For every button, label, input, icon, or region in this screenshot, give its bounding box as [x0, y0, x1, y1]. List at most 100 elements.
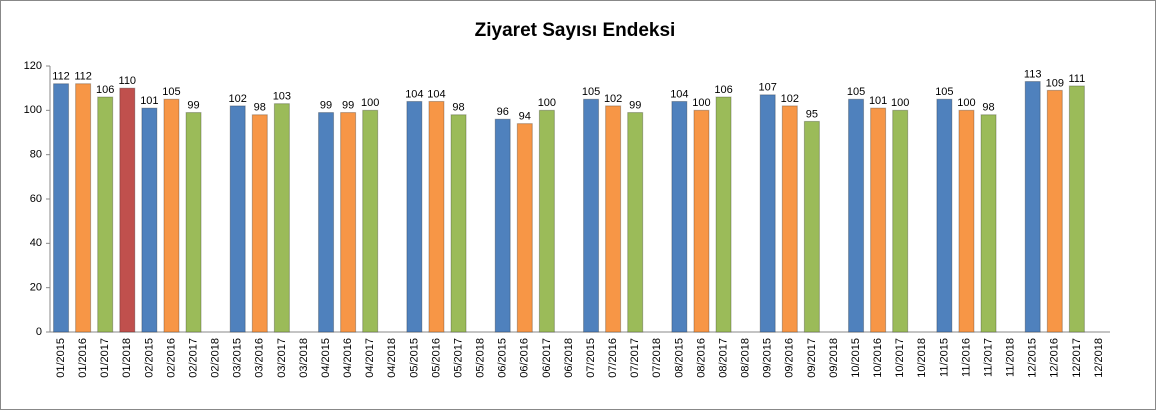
x-tick-label: 08/2017 [717, 338, 729, 378]
data-label: 100 [692, 97, 710, 109]
bar [936, 98, 953, 333]
data-label: 104 [670, 88, 688, 100]
x-tick-label: 01/2018 [121, 338, 133, 378]
bar [97, 96, 114, 333]
data-label: 107 [759, 82, 777, 94]
y-tick-label: 40 [30, 237, 42, 249]
bar [627, 112, 644, 333]
bar [428, 100, 445, 333]
data-label: 99 [187, 99, 199, 111]
data-label: 102 [604, 93, 622, 105]
x-tick-label: 03/2018 [298, 338, 310, 378]
bar [870, 107, 887, 333]
data-label: 102 [229, 93, 247, 105]
data-label: 102 [781, 93, 799, 105]
x-tick-label: 04/2015 [320, 338, 332, 378]
data-label: 104 [427, 88, 445, 100]
bar [671, 100, 688, 333]
y-tick-label: 100 [24, 104, 42, 116]
bar [362, 109, 379, 333]
x-tick-label: 05/2017 [452, 338, 464, 378]
x-tick-label: 05/2016 [430, 338, 442, 378]
data-label: 113 [1024, 68, 1042, 80]
bar [759, 94, 776, 333]
x-tick-label: 04/2016 [342, 338, 354, 378]
x-tick-label: 02/2018 [210, 338, 222, 378]
bar [340, 112, 357, 333]
data-label: 94 [519, 111, 531, 123]
bar [1068, 85, 1085, 333]
x-tick-label: 07/2017 [629, 338, 641, 378]
data-label: 96 [497, 106, 509, 118]
x-tick-label: 06/2017 [541, 338, 553, 378]
x-tick-label: 07/2015 [585, 338, 597, 378]
bar [318, 112, 335, 333]
data-label: 106 [96, 84, 114, 96]
x-tick-label: 09/2015 [762, 338, 774, 378]
x-tick-label: 01/2017 [99, 338, 111, 378]
bar [273, 103, 290, 333]
y-tick-label: 0 [36, 326, 42, 338]
x-tick-label: 12/2018 [1093, 338, 1105, 378]
x-tick-label: 10/2018 [916, 338, 928, 378]
x-tick-label: 11/2015 [938, 338, 950, 377]
x-tick-label: 06/2016 [519, 338, 531, 378]
bar [185, 112, 202, 333]
x-tick-label: 12/2015 [1027, 338, 1039, 378]
y-tick-label: 120 [24, 60, 42, 72]
data-label: 101 [140, 95, 158, 107]
x-tick-label: 09/2017 [806, 338, 818, 378]
bar [958, 109, 975, 333]
x-tick-label: 01/2015 [55, 338, 67, 378]
bar [892, 109, 909, 333]
data-label: 109 [1046, 77, 1064, 89]
data-label: 100 [957, 97, 975, 109]
x-tick-label: 05/2018 [475, 338, 487, 378]
x-tick-label: 07/2016 [607, 338, 619, 378]
x-tick-label: 11/2018 [1005, 338, 1017, 377]
data-label: 105 [162, 86, 180, 98]
x-tick-label: 03/2015 [232, 338, 244, 378]
x-tick-label: 01/2016 [77, 338, 89, 378]
x-tick-label: 06/2015 [497, 338, 509, 378]
bar [75, 83, 92, 333]
y-tick-label: 20 [30, 282, 42, 294]
bar [450, 114, 467, 333]
data-label: 106 [714, 84, 732, 96]
bar [141, 107, 158, 333]
data-label: 99 [342, 99, 354, 111]
data-label: 98 [982, 102, 994, 114]
data-label: 105 [582, 86, 600, 98]
bar [980, 114, 997, 333]
bar [406, 100, 423, 333]
data-label: 103 [273, 91, 291, 103]
bar [693, 109, 710, 333]
x-tick-label: 11/2017 [982, 338, 994, 377]
x-tick-label: 06/2018 [563, 338, 575, 378]
x-tick-label: 03/2016 [254, 338, 266, 378]
bar [803, 120, 820, 333]
data-label: 98 [254, 102, 266, 114]
y-tick-label: 60 [30, 193, 42, 205]
x-tick-label: 11/2016 [960, 338, 972, 377]
x-tick-label: 08/2016 [695, 338, 707, 378]
data-label: 99 [320, 99, 332, 111]
x-tick-label: 04/2018 [386, 338, 398, 378]
x-tick-label: 12/2016 [1049, 338, 1061, 378]
chart-title: Ziyaret Sayısı Endeksi [475, 20, 676, 41]
x-tick-label: 02/2016 [165, 338, 177, 378]
x-tick-label: 10/2015 [850, 338, 862, 378]
data-label: 112 [52, 71, 70, 83]
bar [583, 98, 600, 333]
data-label: 112 [74, 71, 92, 83]
data-label: 100 [361, 97, 379, 109]
bar [538, 109, 555, 333]
x-tick-label: 02/2017 [187, 338, 199, 378]
data-label: 104 [405, 88, 423, 100]
data-label: 101 [869, 95, 887, 107]
x-tick-label: 03/2017 [276, 338, 288, 378]
x-tick-label: 09/2016 [784, 338, 796, 378]
bar [605, 105, 622, 333]
y-tick-label: 80 [30, 149, 42, 161]
bar [1024, 81, 1041, 333]
